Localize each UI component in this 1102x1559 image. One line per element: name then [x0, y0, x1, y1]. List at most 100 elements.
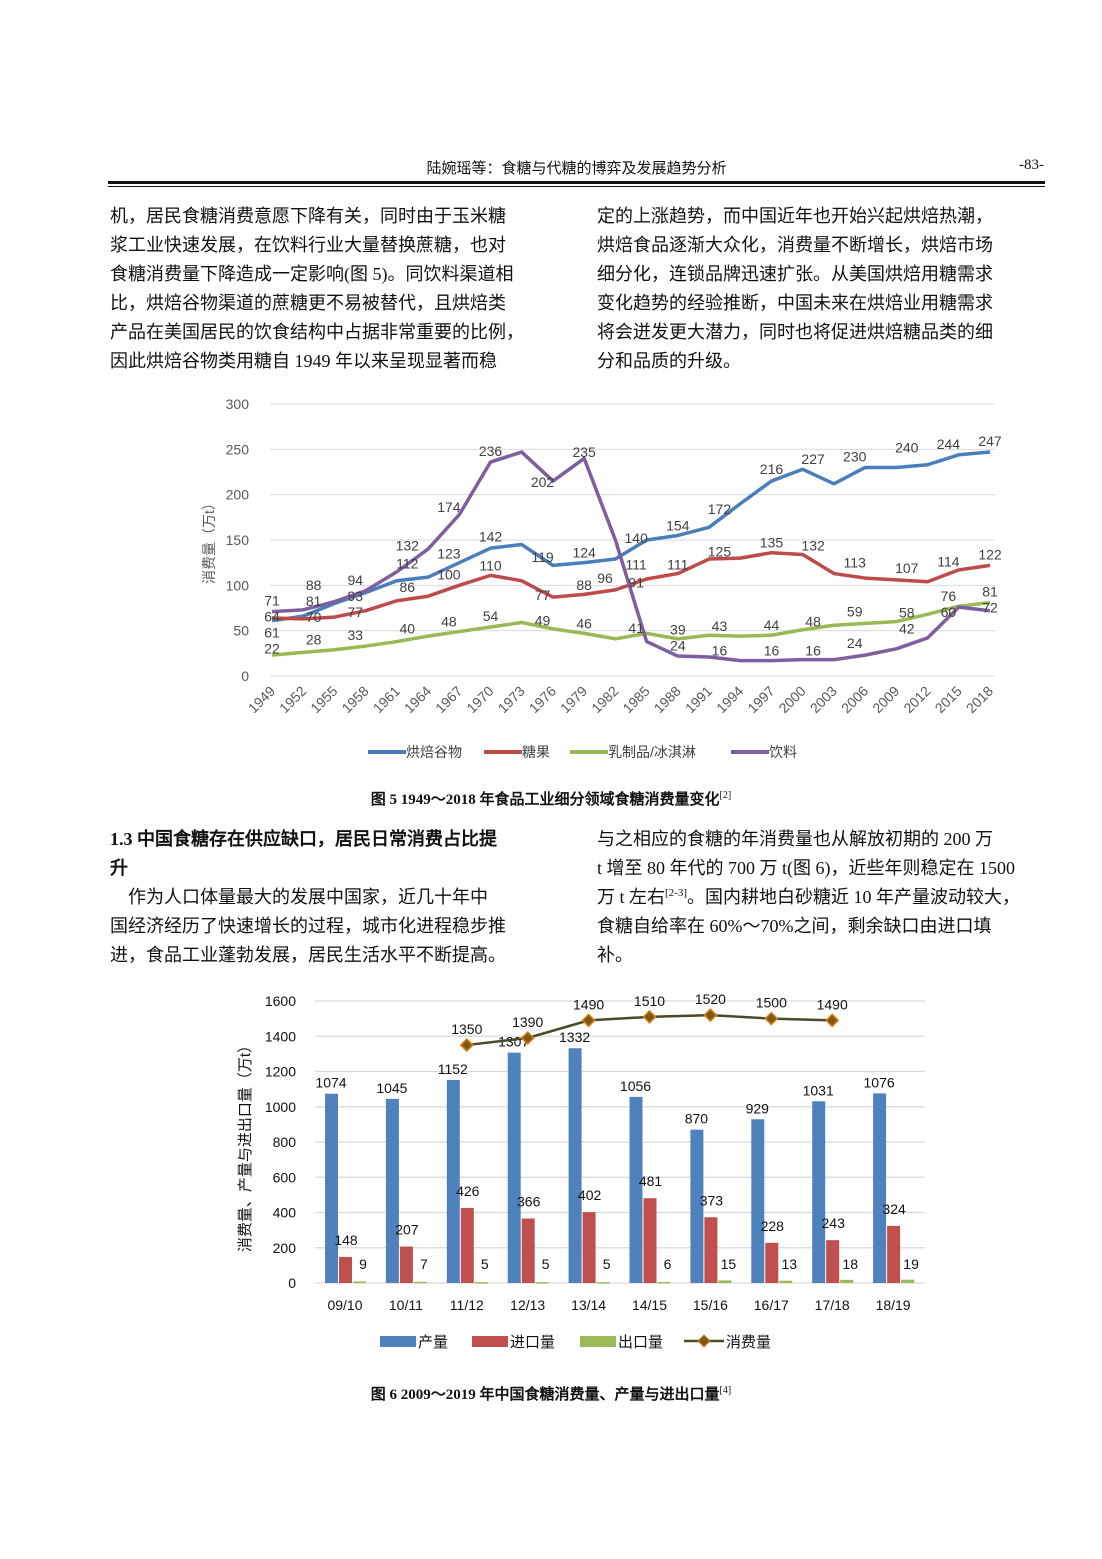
bar-出口量	[901, 1279, 915, 1283]
data-label: 88	[306, 577, 322, 593]
data-label: 202	[531, 474, 555, 490]
data-label: 235	[572, 444, 596, 460]
bar-进口量	[399, 1246, 413, 1283]
series-line-烘焙谷物	[271, 450, 991, 623]
data-label: 123	[437, 545, 461, 561]
text-line: 产品在美国居民的饮食结构中占据非常重要的比例，	[110, 322, 524, 342]
text-line: 作为人口体量最大的发展中国家，近几十年中	[110, 887, 488, 907]
x-tick-label: 13/14	[571, 1297, 606, 1313]
data-label: 124	[572, 545, 596, 561]
x-tick-label: 1958	[338, 683, 371, 716]
data-label: 236	[479, 443, 503, 459]
section-heading-cont: 升	[110, 858, 128, 878]
bar-data-label: 870	[685, 1111, 709, 1127]
data-label: 125	[708, 544, 732, 560]
bar-进口量	[765, 1242, 779, 1283]
line-data-label: 1510	[634, 993, 665, 1009]
bar-data-label: 373	[700, 1192, 724, 1208]
data-label: 142	[479, 528, 503, 544]
line-marker	[581, 1013, 596, 1028]
x-tick-label: 17/18	[815, 1297, 850, 1313]
data-label: 59	[847, 604, 863, 620]
data-label: 93	[347, 588, 363, 604]
data-label: 76	[941, 588, 957, 604]
line-marker	[825, 1013, 840, 1028]
data-label: 240	[895, 439, 919, 455]
bar-出口量	[657, 1281, 671, 1284]
y-tick-label: 1200	[265, 1064, 296, 1080]
x-tick-label: 1970	[463, 683, 496, 716]
bar-进口量	[643, 1198, 657, 1283]
bar-data-label: 1056	[620, 1078, 651, 1094]
text-line: 国经济经历了快速增长的过程，城市化进程稳步推	[110, 916, 506, 936]
y-tick-label: 200	[273, 1240, 297, 1256]
x-tick-label: 1994	[713, 683, 746, 716]
paragraph-left-column: 机，居民食糖消费意愿下降有关，同时由于玉米糖 浆工业快速发展，在饮料行业大量替换…	[110, 202, 558, 376]
bar-data-label: 15	[721, 1256, 737, 1272]
legend-label: 出口量	[618, 1334, 663, 1351]
data-label: 43	[712, 618, 728, 634]
y-tick-label: 400	[273, 1205, 297, 1221]
data-label: 132	[396, 537, 420, 553]
y-tick-label: 1600	[265, 993, 296, 1009]
bar-data-label: 1332	[559, 1029, 590, 1045]
y-tick-label: 1000	[265, 1099, 296, 1115]
data-label: 77	[535, 587, 551, 603]
data-label: 16	[764, 642, 780, 658]
legend-label: 产量	[418, 1334, 448, 1351]
data-label: 61	[264, 625, 280, 641]
figure5-line-chart: 0 50 100 150 200 250 300 消费量（万t） 194919521955195…	[201, 396, 1002, 760]
data-label: 86	[399, 579, 415, 595]
x-tick-label: 1964	[401, 683, 434, 716]
bar-出口量	[353, 1281, 366, 1283]
line-marker	[642, 1009, 657, 1024]
x-tick-label: 1997	[744, 683, 777, 716]
data-label: 135	[760, 535, 784, 551]
data-label: 112	[396, 555, 419, 571]
line-marker	[520, 1030, 535, 1046]
x-tick-label: 1961	[370, 683, 403, 716]
bar-进口量	[826, 1240, 840, 1283]
bar-进口量	[521, 1218, 535, 1283]
y-tick-label: 150	[226, 532, 250, 548]
line-marker	[764, 1011, 779, 1026]
y-tick-label: 100	[226, 577, 250, 593]
data-label: 33	[347, 627, 363, 643]
bar-产量	[446, 1079, 460, 1283]
section-left-column: 1.3 中国食糖存在供应缺口，居民日常消费占比提 升 作为人口体量最大的发展中国…	[110, 825, 558, 970]
legend-label: 进口量	[510, 1334, 555, 1351]
data-label: 81	[306, 593, 322, 609]
data-label: 48	[805, 613, 821, 629]
section-right-column: 与之相应的食糖的年消费量也从解放初期的 200 万 t 增至 80 年代的 70…	[597, 825, 1045, 970]
bar-data-label: 9	[359, 1256, 367, 1272]
x-tick-label: 2000	[775, 683, 808, 716]
bar-data-label: 148	[334, 1232, 358, 1248]
y-tick-label: 250	[226, 441, 250, 457]
x-tick-label: 1955	[307, 683, 340, 716]
x-tick-label: 1976	[526, 683, 559, 716]
data-label: 154	[666, 517, 690, 533]
text-line: t 增至 80 年代的 700 万 t(图 6)，近些年则稳定在 1500	[597, 858, 1015, 878]
text-line: 食糖消费量下降造成一定影响(图 5)。同饮料渠道相	[110, 264, 514, 284]
data-label: 140	[625, 530, 649, 546]
page-number: -83-	[1019, 157, 1044, 173]
bar-data-label: 324	[882, 1201, 906, 1217]
data-label: 91	[628, 574, 644, 590]
y-tick-label: 0	[241, 668, 249, 684]
legend-label: 饮料	[769, 744, 797, 760]
data-label: 49	[535, 613, 551, 629]
running-header: 陆婉瑶等：食糖与代糖的博弈及发展趋势分析	[426, 161, 727, 177]
bar-data-label: 5	[481, 1256, 489, 1272]
bar-出口量	[718, 1280, 732, 1283]
figure6-bar-chart: 0 200 400 600 800 1000 1200 1400 1600 消费量、产量与进出口量…	[237, 991, 925, 1351]
x-tick-label: 1979	[557, 683, 590, 716]
legend-label: 消费量	[726, 1334, 771, 1351]
bar-data-label: 1152	[438, 1061, 468, 1077]
x-tick-label: 1952	[276, 683, 309, 716]
x-tick-label: 2018	[963, 683, 996, 716]
line-data-label: 1520	[695, 991, 726, 1007]
caption-text: 图 6 2009～2019 年中国食糖消费量、产量与进出口量	[370, 1387, 720, 1403]
series-line-糖果	[271, 550, 991, 621]
data-label: 46	[576, 615, 592, 631]
data-label: 72	[982, 600, 998, 616]
